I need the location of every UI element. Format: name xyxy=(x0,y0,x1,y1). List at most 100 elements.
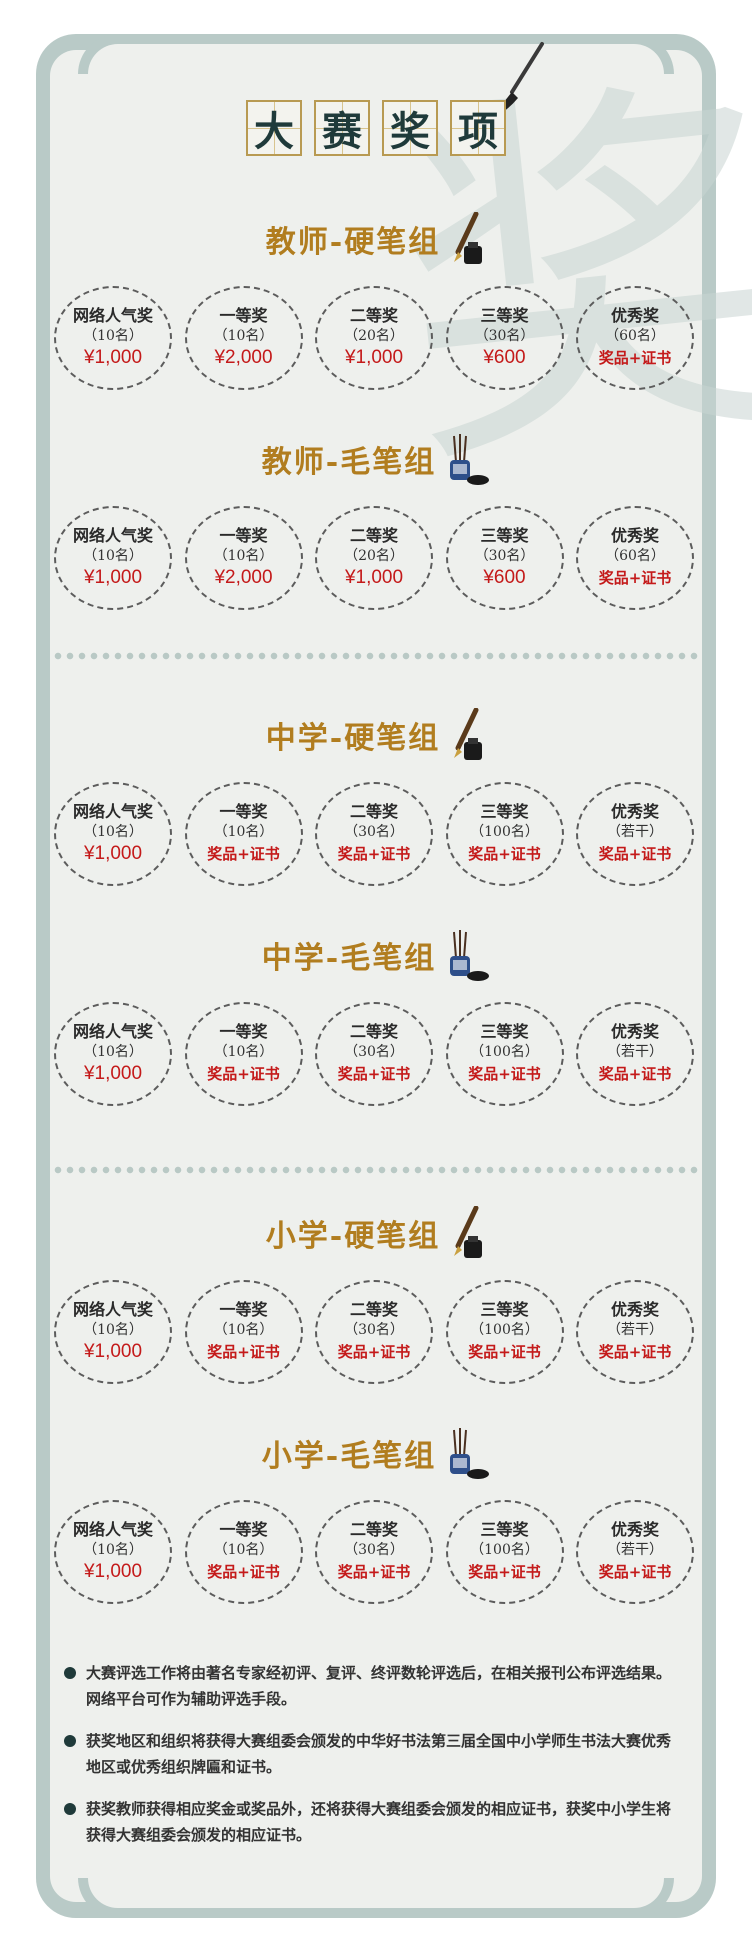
award-prize: 奖品+证书 xyxy=(207,1343,280,1361)
award-name: 三等奖 xyxy=(480,306,529,325)
award-row: 网络人气奖 （10名） ¥1,000 一等奖 （10名） 奖品+证书 二等奖 （30名） 奖品+… xyxy=(54,1002,694,1112)
award-count: （10名） xyxy=(83,1542,143,1558)
award-prize: 奖品+证书 xyxy=(598,1343,672,1361)
award-prize: ¥1,000 xyxy=(83,1341,143,1362)
award-name: 三等奖 xyxy=(480,1022,529,1041)
award-prize: 奖品+证书 xyxy=(337,1563,411,1581)
award-prize: 奖品+证书 xyxy=(207,1065,280,1083)
award-count: （10名） xyxy=(83,1044,143,1060)
group-title-text: 中学-毛笔组 xyxy=(261,941,437,976)
award-count: （10名） xyxy=(83,548,143,564)
award-badge: 网络人气奖 （10名） ¥1,000 xyxy=(54,1002,172,1106)
award-name: 二等奖 xyxy=(349,1022,398,1041)
award-count: （100名） xyxy=(470,1542,539,1558)
award-name: 三等奖 xyxy=(480,1300,529,1319)
award-badge: 优秀奖 （若干） 奖品+证书 xyxy=(576,1002,694,1106)
award-count: （10名） xyxy=(213,548,274,564)
award-prize: 奖品+证书 xyxy=(207,1563,280,1581)
award-row: 网络人气奖 （10名） ¥1,000 一等奖 （10名） ¥2,000 二等奖 （20名） ¥1… xyxy=(54,506,694,616)
award-name: 一等奖 xyxy=(219,802,268,821)
note-item: 大赛评选工作将由著名专家经初评、复评、终评数轮评选后，在相关报刊公布评选结果。网… xyxy=(64,1660,684,1712)
brush-pot-icon xyxy=(442,928,490,992)
award-badge: 网络人气奖 （10名） ¥1,000 xyxy=(54,1500,172,1604)
award-count: （若干） xyxy=(607,1322,663,1338)
title-char-box: 赛 xyxy=(314,100,370,156)
bullet-icon xyxy=(64,1735,76,1747)
award-name: 二等奖 xyxy=(349,1520,398,1539)
award-count: （30名） xyxy=(344,824,404,840)
award-badge: 三等奖 （100名） 奖品+证书 xyxy=(445,1002,564,1106)
award-badge: 网络人气奖 （10名） ¥1,000 xyxy=(54,782,172,886)
award-name: 网络人气奖 xyxy=(72,1022,153,1041)
award-prize: ¥1,000 xyxy=(83,843,143,864)
award-name: 二等奖 xyxy=(349,526,398,545)
dotted-divider xyxy=(52,1166,700,1174)
title-char-box: 奖 xyxy=(382,100,438,156)
award-prize: 奖品+证书 xyxy=(598,349,672,367)
award-count: （若干） xyxy=(607,824,663,840)
award-badge: 三等奖 （100名） 奖品+证书 xyxy=(445,782,564,886)
award-name: 二等奖 xyxy=(349,802,398,821)
award-row: 网络人气奖 （10名） ¥1,000 一等奖 （10名） 奖品+证书 二等奖 （30名） 奖品+… xyxy=(54,1500,694,1610)
group-title-text: 教师-硬笔组 xyxy=(265,225,441,260)
award-name: 网络人气奖 xyxy=(72,802,153,821)
award-count: （10名） xyxy=(213,328,274,344)
group-title: 小学-毛笔组 xyxy=(0,1426,752,1490)
award-count: （100名） xyxy=(470,1044,539,1060)
award-prize: 奖品+证书 xyxy=(598,569,672,587)
award-badge: 三等奖 （100名） 奖品+证书 xyxy=(445,1500,564,1604)
award-count: （100名） xyxy=(470,824,539,840)
award-count: （30名） xyxy=(344,1322,404,1338)
award-badge: 优秀奖 （若干） 奖品+证书 xyxy=(576,782,694,886)
award-row: 网络人气奖 （10名） ¥1,000 一等奖 （10名） ¥2,000 二等奖 （20名） ¥1… xyxy=(54,286,694,396)
award-prize: ¥1,000 xyxy=(344,567,404,588)
award-prize: 奖品+证书 xyxy=(598,1563,672,1581)
frame-bottom-tab xyxy=(78,1878,674,1918)
award-name: 一等奖 xyxy=(219,1300,268,1319)
award-count: （30名） xyxy=(344,1044,404,1060)
award-prize: ¥1,000 xyxy=(83,567,143,588)
award-badge: 二等奖 （30名） 奖品+证书 xyxy=(315,1500,433,1604)
group-title-text: 小学-硬笔组 xyxy=(265,1219,441,1254)
award-name: 三等奖 xyxy=(480,526,529,545)
award-count: （20名） xyxy=(344,548,404,564)
award-name: 优秀奖 xyxy=(610,1520,659,1539)
fountain-pen-icon xyxy=(446,211,486,276)
award-count: （20名） xyxy=(344,328,404,344)
award-badge: 三等奖 （30名） ¥600 xyxy=(445,506,564,610)
award-count: （60名） xyxy=(605,548,665,564)
award-name: 网络人气奖 xyxy=(72,306,153,325)
award-prize: ¥1,000 xyxy=(344,347,404,368)
award-badge: 三等奖 （100名） 奖品+证书 xyxy=(445,1280,564,1384)
group-title-text: 小学-毛笔组 xyxy=(261,1439,437,1474)
notes-list: 大赛评选工作将由著名专家经初评、复评、终评数轮评选后，在相关报刊公布评选结果。网… xyxy=(64,1660,684,1864)
award-name: 一等奖 xyxy=(219,526,268,545)
award-badge: 一等奖 （10名） ¥2,000 xyxy=(184,286,303,390)
award-prize: ¥1,000 xyxy=(83,347,143,368)
award-badge: 优秀奖 （若干） 奖品+证书 xyxy=(576,1280,694,1384)
fountain-pen-icon xyxy=(446,1205,486,1270)
award-count: （30名） xyxy=(474,548,535,564)
award-count: （若干） xyxy=(607,1044,663,1060)
award-badge: 一等奖 （10名） 奖品+证书 xyxy=(184,1500,303,1604)
award-prize: 奖品+证书 xyxy=(337,1065,411,1083)
award-badge: 二等奖 （30名） 奖品+证书 xyxy=(315,1280,433,1384)
award-badge: 网络人气奖 （10名） ¥1,000 xyxy=(54,286,172,390)
award-name: 优秀奖 xyxy=(610,1022,659,1041)
award-name: 一等奖 xyxy=(219,306,268,325)
award-name: 优秀奖 xyxy=(610,526,659,545)
award-prize: 奖品+证书 xyxy=(598,845,672,863)
award-badge: 网络人气奖 （10名） ¥1,000 xyxy=(54,1280,172,1384)
group-title: 中学-毛笔组 xyxy=(0,928,752,992)
award-badge: 优秀奖 （60名） 奖品+证书 xyxy=(576,506,694,610)
award-prize: ¥600 xyxy=(483,567,526,588)
award-count: （10名） xyxy=(83,824,143,840)
award-badge: 网络人气奖 （10名） ¥1,000 xyxy=(54,506,172,610)
award-badge: 三等奖 （30名） ¥600 xyxy=(445,286,564,390)
brush-pot-icon xyxy=(442,432,490,496)
brush-pot-icon xyxy=(442,1426,490,1490)
bullet-icon xyxy=(64,1803,76,1815)
award-name: 一等奖 xyxy=(219,1022,268,1041)
award-count: （10名） xyxy=(213,824,274,840)
group-title-text: 教师-毛笔组 xyxy=(261,445,437,480)
